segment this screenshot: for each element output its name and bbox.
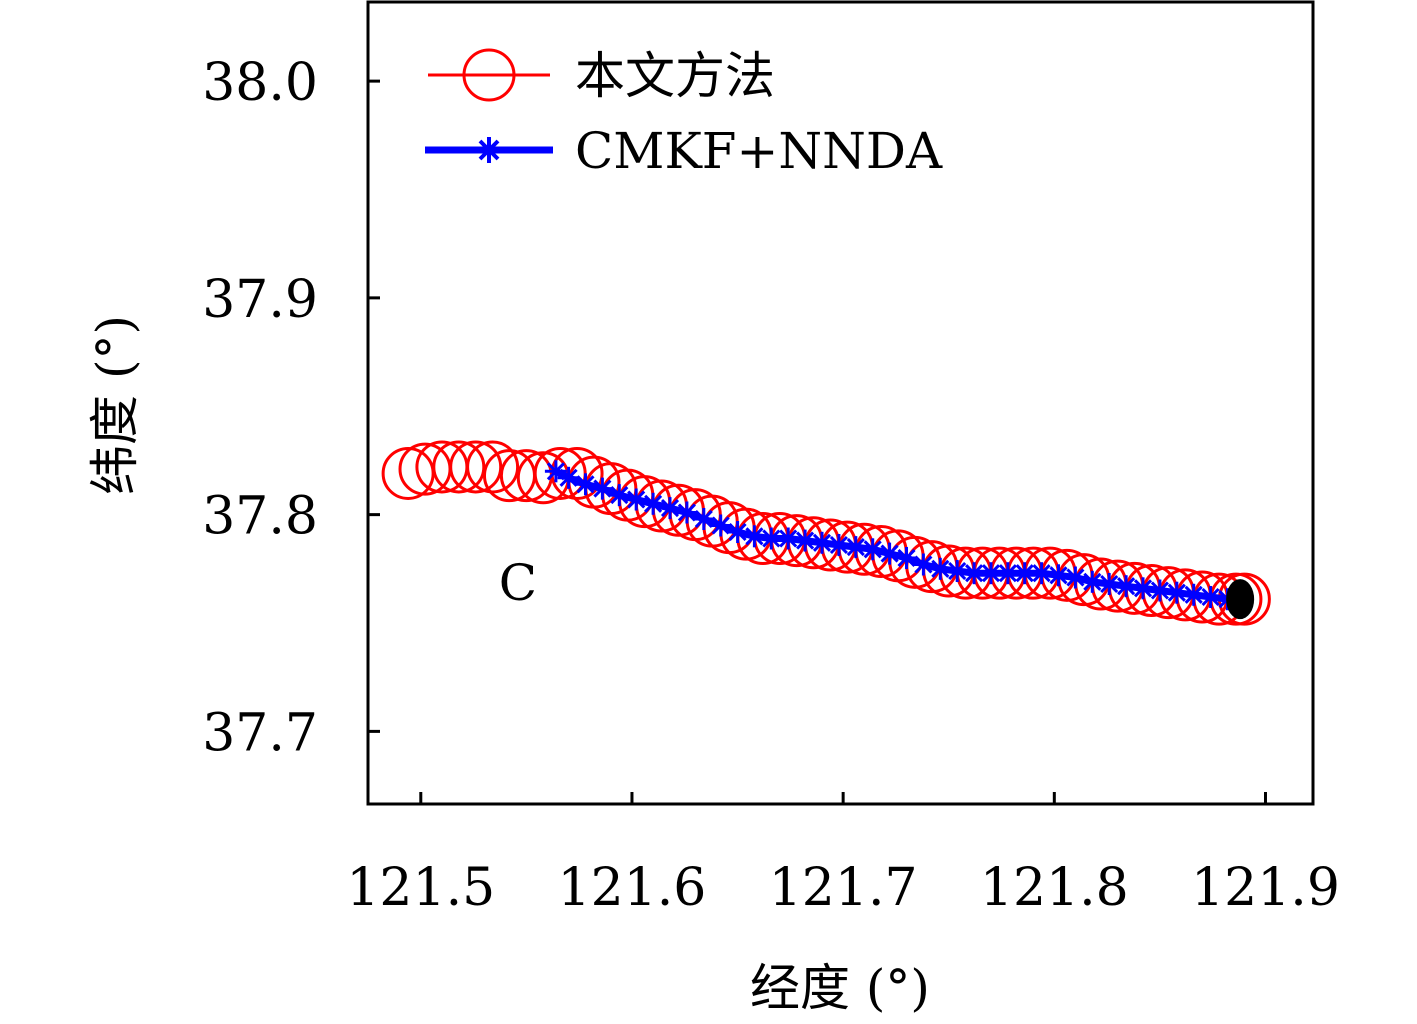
legend-label-cmkf-nnda: CMKF+NNDA: [575, 122, 943, 180]
marker-point: [381, 446, 435, 500]
marker-point: [625, 488, 648, 511]
marker-point: [574, 473, 597, 496]
marker-point: [1064, 566, 1087, 589]
marker-point: [675, 501, 698, 524]
annotation-c: C: [499, 554, 537, 612]
axis-ticks: [368, 79, 1267, 804]
marker-point: [449, 440, 503, 494]
marker-point: [743, 525, 766, 548]
marker-point: [1098, 573, 1121, 595]
marker-point: [726, 521, 749, 543]
x-axis-label: 经度 (°): [750, 959, 930, 1017]
marker-point: [642, 492, 665, 515]
marker-point: [878, 542, 901, 565]
marker-point: [659, 497, 681, 520]
marker-point: [1115, 575, 1138, 598]
marker-point: [692, 508, 715, 530]
marker-point: [432, 440, 486, 494]
plot-area: [381, 440, 1271, 626]
marker-point: [1182, 583, 1205, 606]
marker-point: [1047, 564, 1070, 587]
y-tick-label: 38.0: [202, 53, 318, 113]
legend-entry-本文方法: 本文方法: [428, 47, 775, 105]
tick-labels: 121.5 121.6 121.7 121.8 121.9 37.7 37.8 37.9 38.…: [202, 53, 1340, 918]
y-tick-label: 37.9: [202, 270, 318, 330]
marker-point: [608, 484, 631, 507]
marker-point: [591, 477, 614, 500]
legend-marker-本文方法: [462, 48, 516, 102]
y-axis-label: 纬度 (°): [86, 315, 144, 495]
marker-point: [1165, 581, 1188, 604]
legend-label-本文方法: 本文方法: [575, 47, 775, 105]
marker-point: [1030, 562, 1053, 585]
end-point: [1226, 579, 1255, 620]
marker-point: [912, 553, 935, 576]
marker-point: [946, 560, 969, 582]
marker-point: [557, 466, 580, 489]
legend: 本文方法 CMKF+NNDA: [425, 47, 943, 180]
series-cmkf-nnda: [544, 460, 1252, 611]
marker-point: [861, 538, 884, 561]
marker-point: [929, 557, 952, 580]
plot-frame: [366, 0, 1315, 806]
y-tick-label: 37.8: [202, 487, 318, 547]
marker-point: [980, 562, 1002, 585]
marker-point: [777, 527, 800, 550]
end-marker: [1226, 579, 1255, 620]
y-tick-label: 37.7: [202, 703, 318, 763]
x-tick-label: 121.7: [769, 858, 918, 918]
marker-point: [1081, 570, 1104, 593]
marker-point: [895, 547, 918, 569]
marker-point: [811, 531, 833, 554]
marker-point: [844, 536, 867, 559]
legend-marker-cmkf-nnda: [476, 137, 502, 163]
marker-point: [996, 562, 1019, 585]
x-tick-label: 121.6: [558, 858, 707, 918]
marker-point: [827, 534, 850, 556]
marker-point: [1132, 577, 1154, 600]
marker-point: [794, 529, 817, 552]
marker-point: [709, 514, 732, 537]
x-tick-label: 121.8: [980, 858, 1129, 918]
marker-point: [1148, 579, 1171, 602]
marker-point: [1199, 586, 1222, 608]
x-tick-label: 121.5: [346, 858, 495, 918]
x-tick-label: 121.9: [1191, 858, 1340, 918]
legend-entry-cmkf-nnda: CMKF+NNDA: [425, 122, 943, 180]
marker-point: [466, 440, 520, 494]
